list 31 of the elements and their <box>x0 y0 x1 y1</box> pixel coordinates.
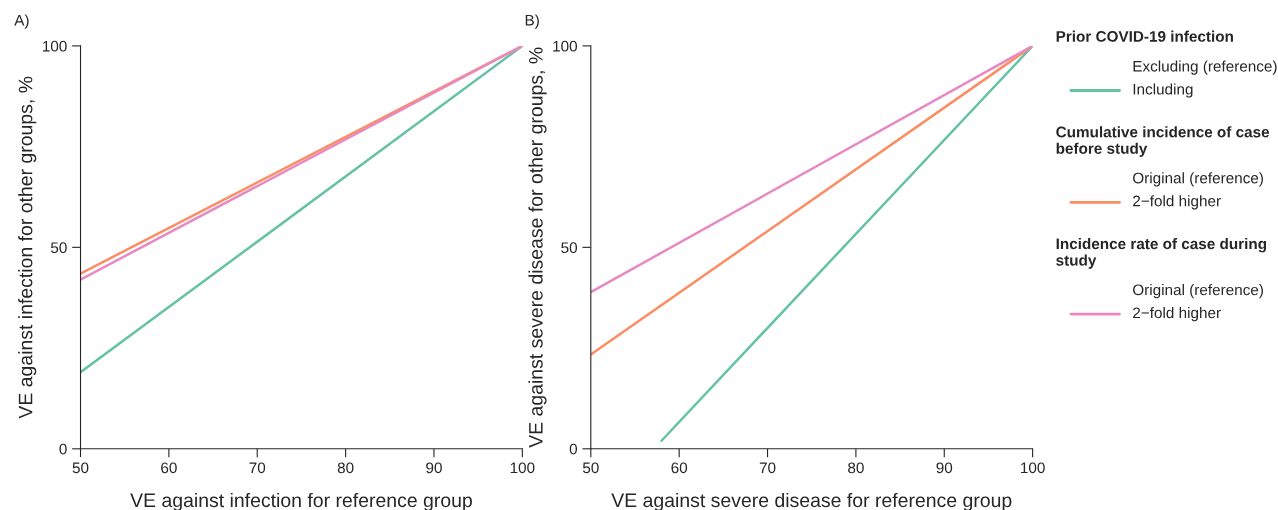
x-tick-label: 90 <box>426 462 442 474</box>
x-tick-label: 50 <box>72 462 89 474</box>
x-tick-label: 100 <box>510 462 535 474</box>
legend-label: 2−fold higher <box>1133 195 1221 210</box>
text: Incidence rate of case during study <box>1056 238 1267 269</box>
text: Cumulative incidence of case before study <box>1056 126 1270 157</box>
chart-title: B) <box>525 14 539 29</box>
text: Prior COVID-19 infection <box>1056 30 1233 42</box>
y-tick-label: 0 <box>569 443 578 455</box>
x-tick-label: 60 <box>671 462 688 474</box>
y-tick-label: 100 <box>43 40 67 52</box>
text: Original (reference) <box>1133 172 1263 187</box>
x-tick-label: 70 <box>759 462 776 474</box>
x-tick-label: 90 <box>936 462 953 474</box>
y-tick-label: 50 <box>50 242 67 254</box>
x-tick-label: 60 <box>161 462 177 474</box>
x-tick-label: 80 <box>848 462 864 474</box>
x-tick-label: 50 <box>582 462 599 474</box>
text: Original (reference) <box>1133 284 1263 299</box>
chart-title: A) <box>14 14 29 29</box>
legend-label: Including <box>1133 83 1193 98</box>
x-tick-label: 70 <box>249 462 266 474</box>
x-tick-label: 80 <box>337 462 354 474</box>
y-axis-title: VE against infection for other groups, % <box>18 76 37 419</box>
x-tick-label: 100 <box>1021 462 1045 474</box>
y-axis-title: VE against severe disease for other groups, % <box>528 47 547 448</box>
y-tick-label: 0 <box>59 443 67 455</box>
y-tick-label: 50 <box>561 242 578 254</box>
legend-label: 2−fold higher <box>1133 306 1221 322</box>
text: Excluding (reference) <box>1133 60 1277 75</box>
y-tick-label: 100 <box>553 40 578 52</box>
